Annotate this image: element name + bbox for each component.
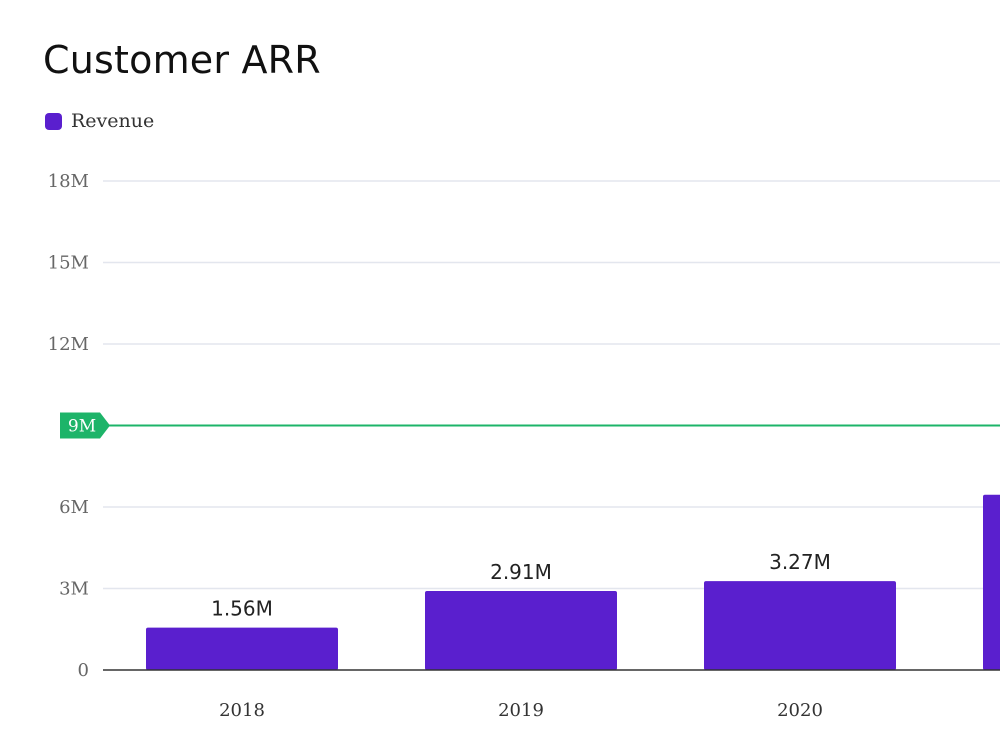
legend[interactable]: Revenue — [45, 110, 154, 132]
data-label-2019: 2.91M — [490, 560, 552, 584]
y-tick-label-0: 0 — [78, 660, 89, 681]
y-axis-ticks: 0 3M 6M 12M 15M 18M — [48, 171, 89, 681]
data-label-2020: 3.27M — [769, 550, 831, 574]
y-tick-label-12M: 12M — [48, 334, 89, 355]
bar-2019 — [425, 590, 617, 670]
bars — [146, 494, 1000, 670]
y-tick-label-15M: 15M — [48, 253, 89, 274]
data-labels: 1.56M 2.91M 3.27M — [211, 550, 831, 620]
y-tick-label-18M: 18M — [48, 171, 89, 192]
x-tick-label-2020: 2020 — [777, 700, 823, 721]
bar-2021 — [983, 494, 1000, 670]
data-label-2018: 1.56M — [211, 597, 273, 621]
legend-swatch-revenue — [45, 112, 62, 130]
legend-label-revenue: Revenue — [71, 110, 155, 132]
chart-title: Customer ARR — [43, 38, 321, 82]
x-tick-label-2018: 2018 — [219, 700, 265, 721]
bar-2018 — [146, 627, 338, 670]
y-tick-label-6M: 6M — [59, 497, 89, 518]
reference-line-label: 9M — [68, 417, 96, 437]
reference-line-tag — [60, 412, 110, 439]
x-axis: 2018 2019 2020 — [103, 669, 1000, 721]
y-tick-label-3M: 3M — [59, 579, 89, 600]
x-tick-label-2019: 2019 — [498, 700, 544, 721]
bar-2020 — [704, 581, 896, 670]
gridlines — [103, 180, 1000, 590]
reference-line: 9M — [60, 412, 1000, 439]
